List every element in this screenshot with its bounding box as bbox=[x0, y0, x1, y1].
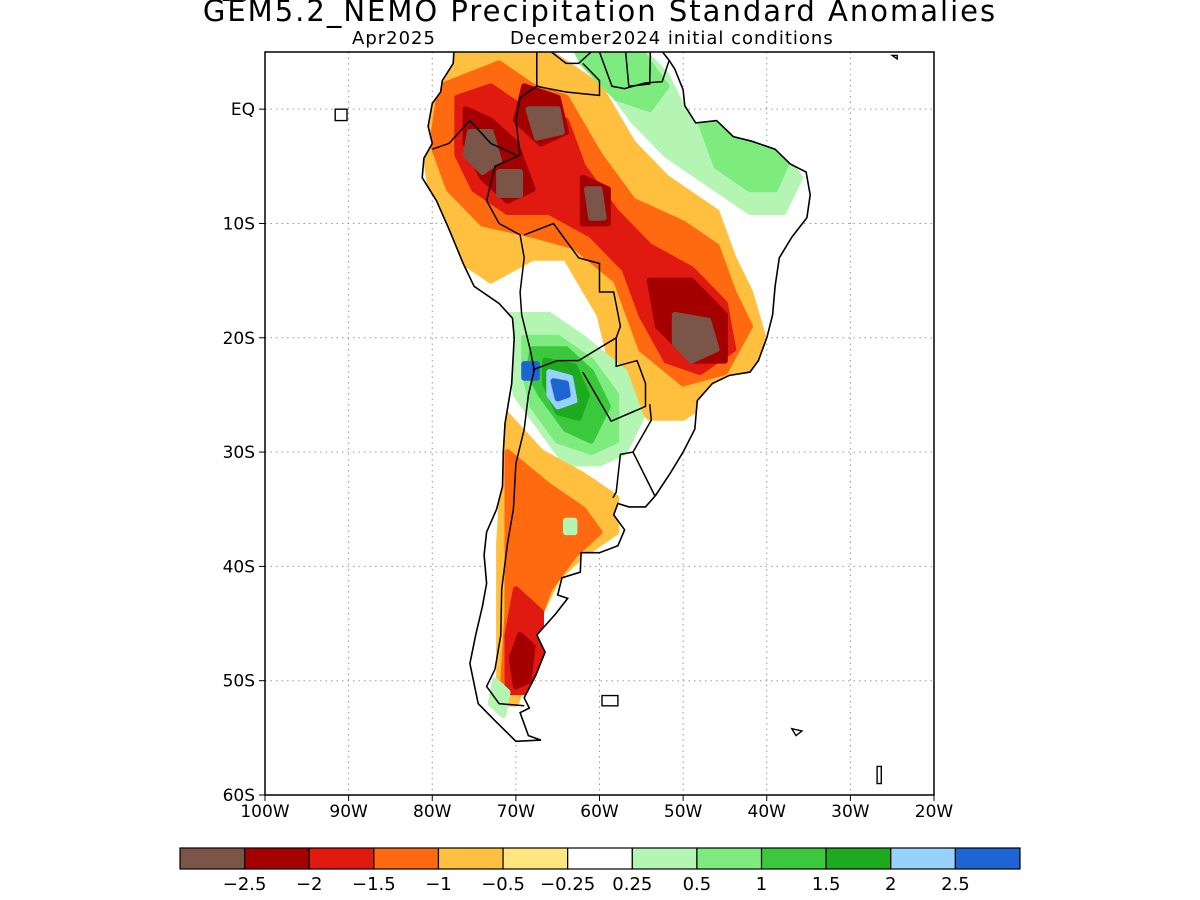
anomaly-contour bbox=[496, 169, 524, 198]
colorbar-label: 2.5 bbox=[941, 874, 970, 895]
lat-tick-label: 60S bbox=[223, 786, 255, 806]
island-coastline bbox=[790, 727, 804, 737]
colorbar-label: −1.5 bbox=[352, 874, 396, 895]
border-line bbox=[485, 369, 536, 707]
anomaly-contour bbox=[563, 52, 670, 113]
anomaly-contour bbox=[508, 632, 536, 690]
colorbar-swatch bbox=[179, 847, 246, 870]
colorbar-swatch bbox=[308, 847, 375, 870]
lat-tick-label: 50S bbox=[223, 672, 255, 692]
south-america-coastline bbox=[421, 52, 812, 743]
colorbar-label: −0.5 bbox=[481, 874, 525, 895]
country-borders bbox=[432, 52, 670, 707]
colorbar-swatch bbox=[373, 847, 440, 870]
lat-tick-label: 10S bbox=[223, 214, 255, 234]
border-line bbox=[523, 222, 622, 339]
chart-title: GEM5.2_NEMO Precipitation Standard Anoma… bbox=[202, 0, 998, 28]
border-line bbox=[532, 337, 617, 371]
colorbar: −2.5 −2 −1.5 −1 −0.5 −0.25 0.25 0.5 1 1.5 2 2.5 bbox=[179, 847, 1021, 895]
colorbar-label: 0.25 bbox=[612, 874, 652, 895]
colorbar-swatch bbox=[437, 847, 504, 870]
lon-tick-label: 80W bbox=[413, 802, 452, 822]
colorbar-label: 2 bbox=[885, 874, 896, 895]
initial-conditions-label: December2024 initial conditions bbox=[510, 28, 834, 49]
colorbar-swatch bbox=[567, 847, 633, 870]
lat-tick-label: 20S bbox=[223, 329, 255, 349]
gridlines bbox=[265, 52, 934, 795]
colorbar-label: 1.5 bbox=[812, 874, 841, 895]
colorbar-swatch bbox=[244, 847, 310, 870]
border-line bbox=[624, 52, 652, 88]
island-coastline bbox=[601, 694, 619, 707]
border-line bbox=[515, 52, 538, 155]
border-line bbox=[582, 337, 647, 423]
axis-ticks: 100W 90W 80W 70W 60W 50W 40W 30W 20W 10N EQ 10S 20S 3… bbox=[221, 0, 954, 822]
lon-tick-label: 20W bbox=[915, 802, 954, 822]
border-line bbox=[536, 62, 601, 97]
island-coastline bbox=[889, 54, 898, 61]
colorbar-swatch bbox=[631, 847, 698, 870]
lon-tick-label: 50W bbox=[664, 802, 703, 822]
lon-tick-label: 100W bbox=[240, 802, 289, 822]
colorbar-label: −2 bbox=[296, 874, 323, 895]
anomaly-contour bbox=[525, 106, 565, 141]
coastlines bbox=[265, 0, 898, 785]
border-line bbox=[612, 404, 653, 499]
border-line bbox=[432, 119, 517, 156]
border-line bbox=[550, 52, 592, 65]
colorbar-swatch bbox=[696, 847, 763, 870]
colorbar-swatch bbox=[825, 847, 892, 870]
lat-tick-label: 30S bbox=[223, 443, 255, 463]
anomaly-contour bbox=[550, 378, 571, 402]
island-coastline bbox=[334, 108, 348, 122]
anomaly-shading bbox=[265, 52, 811, 742]
colorbar-label: −2.5 bbox=[223, 874, 267, 895]
lon-tick-label: 70W bbox=[497, 802, 536, 822]
colorbar-swatch bbox=[954, 847, 1021, 870]
forecast-month: Apr2025 bbox=[352, 28, 436, 49]
anomaly-contour bbox=[462, 129, 503, 175]
colorbar-swatch bbox=[890, 847, 956, 870]
colorbar-swatch bbox=[760, 847, 827, 870]
colorbar-swatch bbox=[502, 847, 569, 870]
colorbar-label: −1 bbox=[425, 874, 452, 895]
central-america-coastline bbox=[265, 0, 455, 23]
border-line bbox=[485, 154, 525, 315]
border-line bbox=[632, 451, 656, 496]
anomaly-contour bbox=[487, 677, 511, 718]
lon-tick-label: 30W bbox=[831, 802, 870, 822]
anomaly-contour bbox=[563, 517, 578, 536]
lon-tick-label: 90W bbox=[329, 802, 368, 822]
colorbar-label: 1 bbox=[756, 874, 767, 895]
lat-tick-label: 40S bbox=[223, 557, 255, 577]
lon-tick-label: 40W bbox=[748, 802, 787, 822]
lat-tick-label: EQ bbox=[231, 100, 255, 120]
border-line bbox=[520, 314, 536, 370]
border-line bbox=[645, 60, 670, 84]
anomaly-contour bbox=[671, 311, 720, 364]
colorbar-label: −0.25 bbox=[540, 874, 595, 895]
anomaly-contour bbox=[521, 361, 540, 381]
island-coastline bbox=[876, 765, 882, 785]
colorbar-label: 0.5 bbox=[683, 874, 712, 895]
lat-tick-label: 10N bbox=[221, 0, 255, 6]
lon-tick-label: 60W bbox=[580, 802, 619, 822]
anomaly-contour bbox=[584, 186, 607, 221]
